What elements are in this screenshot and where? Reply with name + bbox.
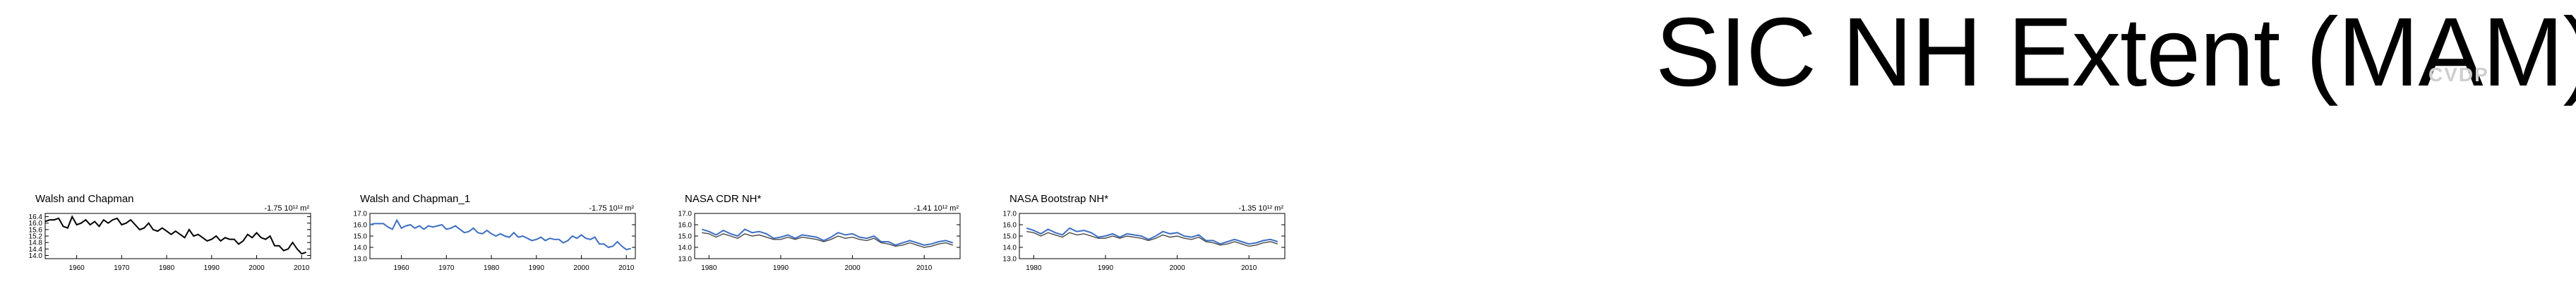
x-tick-label: 2010	[294, 264, 310, 272]
y-tick-label: 15.2	[29, 233, 43, 241]
page-title: SIC NH Extent (MAM)	[1655, 0, 2576, 107]
y-tick-label: 15.0	[678, 233, 693, 241]
plot-frame	[369, 213, 636, 259]
y-tick-label: 16.4	[29, 213, 43, 221]
y-tick-label: 16.0	[354, 222, 368, 230]
y-tick-label: 15.6	[29, 226, 43, 234]
y-tick-label: 14.4	[29, 246, 43, 254]
chart-title: NASA Bootstrap NH*	[1010, 193, 1108, 205]
chart-title: NASA CDR NH*	[685, 193, 762, 205]
trend-label: -1.41 10¹² m²	[913, 204, 959, 213]
y-tick-label: 15.0	[354, 233, 368, 241]
x-tick-label: 2010	[1241, 264, 1257, 272]
x-tick-label: 1960	[393, 264, 409, 272]
series-line-2	[1026, 230, 1278, 247]
x-tick-label: 1970	[114, 264, 130, 272]
chart-svg-1: Walsh and Chapman -1.75 10¹² m² 1960 1970 19…	[29, 193, 311, 272]
x-tick-label: 1970	[438, 264, 455, 272]
y-tick-label: 14.8	[29, 240, 43, 247]
chart-title: Walsh and Chapman	[35, 193, 134, 205]
chart-panel-4: NASA Bootstrap NH* -1.35 10¹² m² 1980 1990 2…	[1002, 191, 1299, 287]
plot-frame	[694, 213, 961, 259]
x-tick-label: 1980	[1026, 264, 1042, 272]
y-tick-label: 17.0	[354, 211, 368, 218]
trend-label: -1.75 10¹² m²	[264, 204, 309, 213]
series-line-1	[701, 228, 954, 246]
chart-panel-3: NASA CDR NH* -1.41 10¹² m² 1980 1990 2000 201…	[678, 191, 974, 287]
x-tick-label: 1980	[159, 264, 175, 272]
y-tick-label: 13.0	[1003, 256, 1017, 264]
x-tick-label: 1960	[68, 264, 85, 272]
trend-label: -1.75 10¹² m²	[589, 204, 634, 213]
y-tick-label: 14.0	[29, 252, 43, 260]
x-tick-label: 2000	[573, 264, 589, 272]
series-line-2	[702, 232, 954, 248]
x-tick-label: 2000	[844, 264, 861, 272]
x-tick-label: 1990	[773, 264, 789, 272]
y-tick-label: 16.0	[29, 220, 43, 228]
chart-title: Walsh and Chapman_1	[360, 193, 470, 205]
y-tick-label: 14.0	[1003, 245, 1017, 252]
x-tick-label: 1980	[484, 264, 500, 272]
trend-label: -1.35 10¹² m²	[1238, 204, 1283, 213]
x-tick-label: 2000	[1169, 264, 1185, 272]
y-tick-label: 13.0	[678, 256, 693, 264]
x-tick-label: 1990	[1098, 264, 1114, 272]
x-tick-label: 2010	[618, 264, 635, 272]
series-line-1	[1026, 227, 1278, 245]
series-line-1	[369, 218, 631, 251]
y-tick-label: 17.0	[1003, 211, 1017, 218]
chart-panel-1: Walsh and Chapman -1.75 10¹² m² 1960 1970 19…	[28, 191, 325, 287]
y-tick-label: 13.0	[354, 256, 368, 264]
watermark-logo: CVDP	[2428, 64, 2489, 86]
x-tick-label: 2000	[248, 264, 265, 272]
x-tick-label: 1990	[529, 264, 545, 272]
y-tick-label: 16.0	[678, 222, 693, 230]
y-tick-label: 14.0	[354, 245, 368, 252]
y-tick-label: 17.0	[678, 211, 693, 218]
x-tick-label: 1980	[701, 264, 717, 272]
series-line-1	[44, 215, 306, 255]
y-tick-label: 15.0	[1003, 233, 1017, 241]
chart-svg-4: NASA Bootstrap NH* -1.35 10¹² m² 1980 1990 2…	[1003, 193, 1286, 272]
y-tick-label: 14.0	[678, 245, 693, 252]
y-tick-label: 16.0	[1003, 222, 1017, 230]
x-tick-label: 2010	[916, 264, 933, 272]
chart-svg-2: Walsh and Chapman_1 -1.75 10¹² m² 1960 1970…	[354, 193, 636, 272]
chart-svg-3: NASA CDR NH* -1.41 10¹² m² 1980 1990 2000 201…	[678, 193, 961, 272]
x-tick-label: 1990	[204, 264, 220, 272]
chart-panel-2: Walsh and Chapman_1 -1.75 10¹² m² 1960 1970…	[353, 191, 649, 287]
